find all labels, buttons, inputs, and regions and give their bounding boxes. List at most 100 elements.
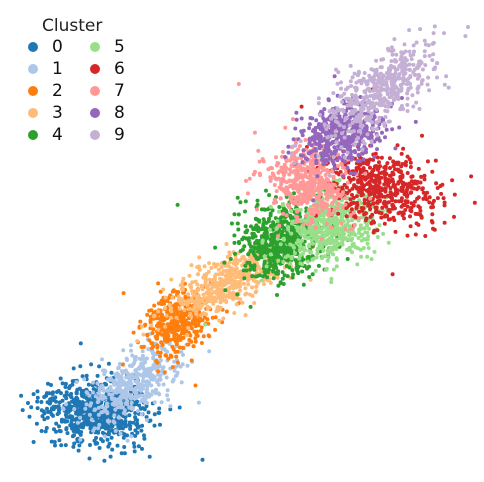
- data-point: [316, 96, 321, 101]
- data-point: [281, 170, 285, 175]
- data-point: [276, 283, 281, 288]
- data-point: [286, 150, 291, 155]
- data-point: [92, 387, 97, 392]
- data-point: [348, 100, 353, 105]
- data-point: [96, 426, 101, 431]
- data-point: [298, 231, 303, 236]
- data-point: [120, 362, 125, 367]
- data-point: [45, 406, 49, 411]
- data-point: [341, 165, 345, 170]
- data-point: [383, 166, 388, 171]
- data-point: [206, 333, 211, 338]
- data-point: [240, 247, 245, 252]
- data-point: [158, 350, 163, 355]
- data-point: [289, 163, 294, 168]
- data-point: [127, 413, 132, 418]
- data-point: [375, 228, 380, 233]
- data-point: [416, 72, 421, 77]
- data-point: [161, 287, 166, 292]
- data-point: [442, 200, 447, 205]
- data-point: [390, 170, 395, 175]
- data-point: [246, 282, 251, 287]
- data-point: [125, 358, 129, 362]
- data-point: [240, 237, 245, 242]
- data-point: [390, 272, 395, 277]
- data-point: [253, 246, 258, 251]
- data-point: [300, 133, 305, 138]
- data-point: [388, 186, 393, 191]
- data-point: [165, 299, 170, 303]
- data-point: [382, 221, 387, 226]
- data-point: [383, 115, 388, 119]
- data-point: [395, 143, 400, 148]
- data-point: [356, 153, 361, 158]
- data-point: [396, 199, 401, 204]
- data-point: [414, 187, 419, 192]
- data-point: [103, 426, 108, 431]
- data-point: [365, 230, 370, 235]
- data-point: [271, 257, 275, 262]
- data-point: [115, 398, 120, 403]
- data-point: [310, 272, 315, 277]
- data-point: [141, 371, 146, 376]
- data-point: [127, 420, 132, 425]
- data-point: [322, 118, 327, 123]
- data-point: [321, 217, 326, 222]
- data-point: [132, 444, 137, 449]
- data-point: [452, 192, 457, 197]
- data-point: [164, 339, 169, 344]
- data-point: [63, 443, 68, 448]
- data-point: [388, 166, 392, 170]
- data-point: [368, 207, 373, 211]
- data-point: [139, 412, 144, 417]
- data-point: [142, 433, 146, 438]
- data-point: [191, 318, 196, 323]
- data-point: [133, 411, 138, 415]
- data-point: [53, 443, 57, 448]
- data-point: [177, 405, 182, 410]
- data-point: [116, 365, 121, 370]
- data-point: [339, 221, 344, 226]
- data-point: [78, 341, 83, 346]
- data-point: [349, 227, 354, 232]
- data-point: [305, 266, 310, 271]
- data-point: [331, 190, 336, 194]
- data-point: [409, 190, 414, 195]
- data-point: [223, 288, 228, 293]
- data-point: [276, 234, 280, 239]
- data-point: [68, 393, 73, 398]
- data-point: [401, 146, 406, 151]
- data-point: [293, 171, 298, 176]
- data-point: [375, 133, 380, 138]
- data-point: [227, 264, 231, 269]
- data-point: [332, 74, 337, 79]
- data-point: [241, 268, 246, 273]
- data-point: [434, 181, 439, 186]
- data-point: [242, 244, 247, 249]
- data-point: [80, 400, 85, 405]
- data-point: [179, 350, 184, 354]
- data-point: [121, 348, 126, 353]
- scatter-points: [19, 24, 477, 463]
- data-point: [280, 167, 285, 172]
- data-point: [112, 420, 117, 425]
- data-point: [324, 196, 329, 201]
- data-point: [257, 159, 262, 164]
- data-point: [289, 216, 294, 221]
- data-point: [243, 313, 248, 318]
- data-point: [369, 143, 374, 148]
- data-point: [90, 380, 95, 385]
- data-point: [271, 201, 276, 205]
- data-point: [365, 254, 370, 259]
- data-point: [133, 390, 138, 395]
- data-point: [140, 324, 144, 329]
- data-point: [282, 273, 287, 278]
- data-point: [128, 424, 133, 429]
- data-point: [298, 261, 303, 266]
- data-point: [142, 436, 147, 441]
- data-point: [268, 175, 273, 180]
- data-point: [120, 405, 125, 410]
- data-point: [309, 143, 314, 148]
- data-point: [180, 362, 185, 367]
- data-point: [95, 381, 100, 386]
